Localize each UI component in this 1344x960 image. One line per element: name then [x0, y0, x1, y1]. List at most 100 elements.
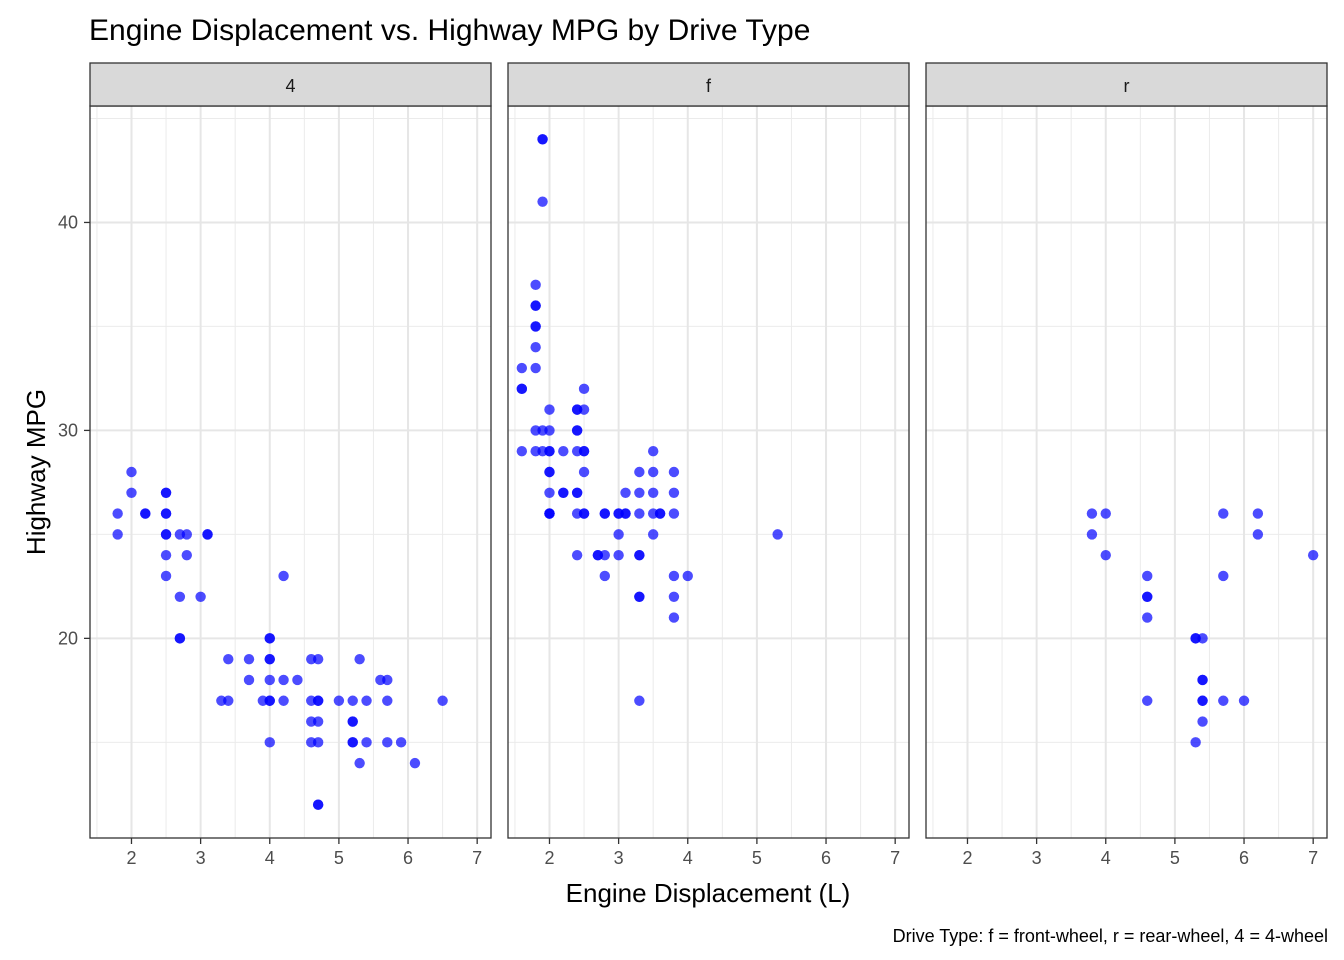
data-point: [1086, 529, 1098, 540]
data-point: [530, 300, 541, 311]
data-point: [112, 529, 123, 540]
data-point: [682, 570, 693, 582]
data-point: [544, 404, 555, 415]
data-point: [1142, 612, 1153, 623]
data-point: [537, 196, 548, 207]
data-point: [437, 695, 448, 706]
y-axis-title: Highway MPG: [21, 389, 51, 555]
data-point: [668, 508, 680, 519]
data-point: [1218, 695, 1229, 706]
data-point: [1197, 695, 1208, 706]
data-point: [312, 695, 324, 706]
data-point: [654, 508, 666, 519]
data-point: [599, 549, 610, 561]
data-point: [634, 695, 645, 706]
data-point: [181, 549, 192, 561]
x-tick-label: 5: [1170, 848, 1180, 868]
data-point: [347, 695, 358, 706]
data-point: [126, 466, 137, 478]
data-point: [668, 612, 680, 623]
data-point: [558, 487, 569, 498]
data-point: [347, 737, 358, 748]
data-point: [160, 487, 172, 498]
data-point: [112, 508, 123, 519]
data-point: [668, 487, 680, 498]
chart-title: Engine Displacement vs. Highway MPG by D…: [89, 14, 810, 47]
data-point: [264, 674, 275, 686]
facet-strip: [89, 62, 492, 107]
x-tick-label: 7: [1308, 848, 1318, 868]
data-point: [634, 487, 645, 498]
x-tick-label: 6: [821, 848, 831, 868]
data-point: [1197, 633, 1208, 644]
x-axis-title: Engine Displacement (L): [566, 878, 851, 908]
data-point: [668, 591, 680, 602]
data-point: [174, 591, 186, 602]
panel-background: [90, 106, 491, 838]
data-point: [223, 653, 234, 665]
data-point: [578, 466, 590, 478]
data-point: [312, 737, 324, 748]
x-tick-label: 2: [962, 848, 972, 868]
data-point: [361, 695, 372, 706]
data-point: [382, 674, 393, 686]
data-point: [223, 695, 234, 706]
data-point: [634, 591, 645, 602]
data-point: [613, 529, 624, 540]
data-point: [1086, 508, 1098, 519]
x-tick-label: 5: [752, 848, 762, 868]
data-point: [264, 653, 275, 665]
data-point: [1197, 716, 1208, 727]
data-point: [647, 487, 659, 498]
x-tick-label: 3: [614, 848, 624, 868]
x-tick-label: 3: [1032, 848, 1042, 868]
facet-panel-4: 4 2 3 4 5 6 7 20 30 40: [58, 62, 492, 868]
facet-strip-label: 4: [285, 76, 295, 96]
data-point: [544, 466, 555, 478]
data-point: [516, 446, 528, 457]
data-point: [160, 529, 172, 540]
data-point: [1252, 508, 1264, 519]
data-point: [544, 508, 555, 519]
data-point: [634, 508, 645, 519]
data-point: [292, 674, 303, 686]
data-point: [1142, 695, 1153, 706]
data-point: [202, 529, 213, 540]
data-point: [278, 695, 289, 706]
data-point: [516, 362, 528, 374]
data-point: [530, 342, 541, 353]
x-tick-label: 4: [1101, 848, 1111, 868]
x-tick-label: 3: [196, 848, 206, 868]
data-point: [1100, 549, 1111, 561]
x-tick-label: 2: [544, 848, 554, 868]
data-point: [578, 404, 590, 415]
data-point: [1142, 591, 1153, 602]
data-point: [647, 529, 659, 540]
data-point: [1100, 508, 1111, 519]
data-point: [160, 570, 172, 582]
facet-panel-f: f 2 3 4 5 6 7: [507, 62, 910, 868]
facet-strip-label: r: [1124, 76, 1130, 96]
data-point: [620, 487, 631, 498]
panel-background: [508, 106, 909, 838]
data-point: [544, 425, 555, 436]
x-tick-label: 6: [1239, 848, 1249, 868]
data-point: [312, 653, 324, 665]
x-tick-label: 5: [334, 848, 344, 868]
data-point: [195, 591, 206, 602]
data-point: [347, 716, 358, 727]
data-point: [537, 134, 548, 145]
data-point: [382, 695, 393, 706]
data-point: [634, 549, 645, 561]
data-point: [354, 653, 365, 665]
data-point: [160, 508, 172, 519]
data-point: [578, 446, 590, 457]
data-point: [361, 737, 372, 748]
facet-panel-r: r 2 3 4 5 6 7: [925, 62, 1328, 868]
data-point: [1190, 737, 1201, 748]
data-point: [620, 508, 631, 519]
data-point: [312, 799, 324, 810]
data-point: [1238, 695, 1250, 706]
data-point: [174, 633, 186, 644]
data-point: [571, 487, 583, 498]
